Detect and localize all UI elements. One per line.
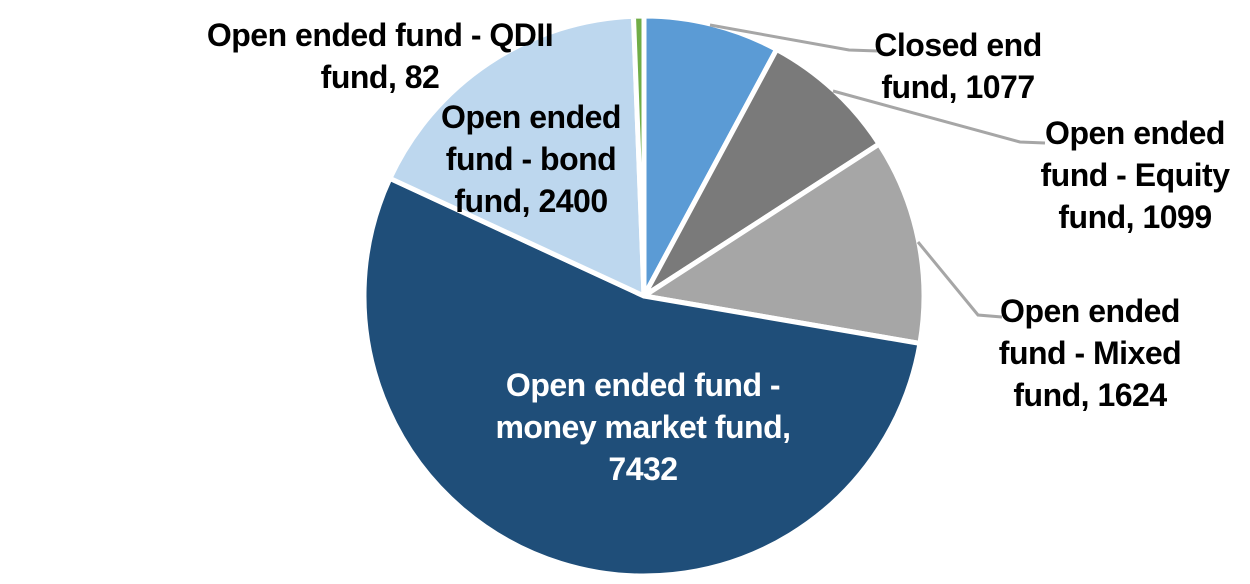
pie-slice-open-ended-fund-mixed-fund (641, 141, 927, 346)
pie-slices-group (361, 13, 927, 579)
pie-slice-open-ended-fund-bond-fund (387, 13, 647, 299)
data-label-bond-fund: Open ended fund - bond fund, 2400 (441, 99, 621, 219)
data-label-mixed-fund: Open ended fund - Mixed fund, 1624 (998, 293, 1182, 413)
data-label-closed-end-fund: Closed end fund, 1077 (874, 27, 1042, 105)
leader-lines-group (709, 23, 1046, 319)
data-label-qdii-fund: Open ended fund - QDII fund, 82 (206, 17, 554, 95)
data-label-equity-fund: Open ended fund - Equity fund, 1099 (1040, 115, 1230, 235)
data-label-money-market-fund: Open ended fund - money market fund, 743… (495, 367, 791, 487)
leader-line-mixed-fund (916, 241, 1003, 319)
leader-line-closed-end-fund (709, 23, 879, 53)
pie-slice-open-ended-fund-qdii-fund (630, 13, 647, 299)
leader-line-equity-fund (832, 89, 1046, 145)
pie-slice-open-ended-fund-money-market-fund (361, 175, 923, 579)
